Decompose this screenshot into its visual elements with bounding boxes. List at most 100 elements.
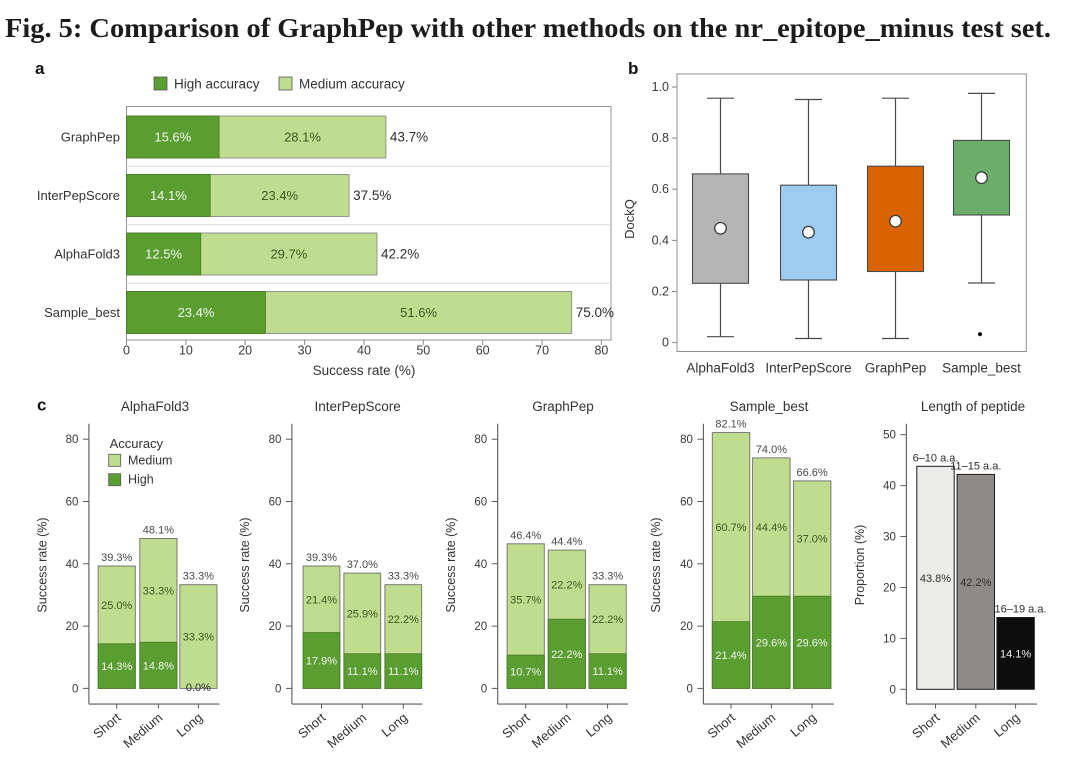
svg-text:21.4%: 21.4% bbox=[715, 650, 746, 662]
svg-text:InterPepScore: InterPepScore bbox=[314, 399, 400, 414]
svg-text:InterPepScore: InterPepScore bbox=[765, 361, 851, 376]
svg-text:22.2%: 22.2% bbox=[551, 580, 582, 592]
svg-text:a: a bbox=[35, 59, 45, 78]
svg-text:Sample_best: Sample_best bbox=[942, 361, 1021, 376]
svg-text:44.4%: 44.4% bbox=[756, 522, 787, 534]
svg-text:GraphPep: GraphPep bbox=[865, 361, 927, 376]
svg-text:46.4%: 46.4% bbox=[510, 530, 541, 542]
svg-text:Success rate (%): Success rate (%) bbox=[313, 363, 416, 378]
svg-text:Sample_best: Sample_best bbox=[730, 399, 809, 414]
svg-text:AlphaFold3: AlphaFold3 bbox=[54, 247, 120, 262]
svg-text:22.2%: 22.2% bbox=[592, 614, 623, 626]
svg-text:40: 40 bbox=[357, 344, 371, 358]
svg-text:48.1%: 48.1% bbox=[143, 525, 174, 537]
svg-text:25.9%: 25.9% bbox=[347, 609, 378, 621]
svg-text:11.1%: 11.1% bbox=[388, 666, 419, 678]
svg-text:0: 0 bbox=[481, 683, 487, 695]
svg-text:29.7%: 29.7% bbox=[270, 247, 307, 262]
svg-text:33.3%: 33.3% bbox=[388, 571, 419, 583]
svg-text:Medium: Medium bbox=[128, 453, 172, 467]
svg-text:High accuracy: High accuracy bbox=[174, 77, 260, 92]
svg-text:22.2%: 22.2% bbox=[551, 649, 582, 661]
svg-text:30: 30 bbox=[298, 344, 312, 358]
svg-text:Success rate (%): Success rate (%) bbox=[444, 517, 458, 612]
svg-text:50: 50 bbox=[883, 430, 896, 442]
svg-text:40: 40 bbox=[680, 559, 693, 571]
svg-text:10: 10 bbox=[883, 633, 896, 645]
svg-text:14.8%: 14.8% bbox=[143, 660, 174, 672]
svg-text:11–15 a.a.: 11–15 a.a. bbox=[950, 460, 1001, 472]
svg-text:22.2%: 22.2% bbox=[388, 614, 419, 626]
svg-text:c: c bbox=[37, 396, 46, 415]
svg-text:66.6%: 66.6% bbox=[796, 467, 827, 479]
svg-text:21.4%: 21.4% bbox=[306, 594, 337, 606]
svg-text:GraphPep: GraphPep bbox=[532, 399, 594, 414]
svg-text:14.1%: 14.1% bbox=[1000, 648, 1031, 660]
svg-text:75.0%: 75.0% bbox=[576, 305, 614, 320]
svg-text:20: 20 bbox=[883, 583, 896, 595]
svg-text:43.8%: 43.8% bbox=[920, 573, 951, 585]
svg-text:33.3%: 33.3% bbox=[183, 571, 214, 583]
svg-text:51.6%: 51.6% bbox=[400, 305, 437, 320]
svg-text:42.2%: 42.2% bbox=[960, 577, 991, 589]
svg-text:60: 60 bbox=[680, 497, 693, 509]
svg-text:Proportion (%): Proportion (%) bbox=[853, 525, 867, 606]
svg-text:20: 20 bbox=[269, 621, 282, 633]
svg-text:80: 80 bbox=[269, 434, 282, 446]
svg-text:Sample_best: Sample_best bbox=[44, 305, 120, 320]
svg-text:60: 60 bbox=[66, 497, 79, 509]
svg-text:60: 60 bbox=[476, 344, 490, 358]
svg-text:16–19 a.a.: 16–19 a.a. bbox=[995, 604, 1047, 616]
svg-text:17.9%: 17.9% bbox=[306, 656, 337, 668]
svg-text:Success rate (%): Success rate (%) bbox=[36, 517, 50, 612]
svg-text:80: 80 bbox=[66, 434, 79, 446]
svg-text:11.1%: 11.1% bbox=[592, 666, 623, 678]
svg-text:0.2: 0.2 bbox=[652, 285, 669, 299]
svg-text:12.5%: 12.5% bbox=[145, 247, 182, 262]
svg-text:60: 60 bbox=[474, 497, 487, 509]
svg-text:14.1%: 14.1% bbox=[150, 188, 187, 203]
svg-text:42.2%: 42.2% bbox=[381, 247, 419, 262]
svg-text:14.3%: 14.3% bbox=[101, 661, 132, 673]
svg-text:0.8: 0.8 bbox=[652, 131, 669, 145]
svg-text:0: 0 bbox=[72, 683, 78, 695]
svg-text:Success rate (%): Success rate (%) bbox=[649, 517, 663, 612]
svg-text:39.3%: 39.3% bbox=[101, 552, 132, 564]
svg-text:0.0%: 0.0% bbox=[186, 682, 211, 694]
svg-text:High: High bbox=[128, 473, 154, 487]
svg-text:0: 0 bbox=[275, 683, 281, 695]
svg-text:40: 40 bbox=[883, 481, 896, 493]
svg-text:DockQ: DockQ bbox=[622, 199, 637, 239]
svg-text:20: 20 bbox=[238, 344, 252, 358]
svg-text:80: 80 bbox=[680, 434, 693, 446]
svg-text:0: 0 bbox=[686, 683, 692, 695]
svg-text:0: 0 bbox=[662, 336, 669, 350]
svg-text:20: 20 bbox=[474, 621, 487, 633]
svg-text:InterPepScore: InterPepScore bbox=[37, 188, 120, 203]
svg-text:0: 0 bbox=[123, 344, 130, 358]
svg-text:40: 40 bbox=[66, 559, 79, 571]
svg-text:Fig. 5: Comparison of GraphPep: Fig. 5: Comparison of GraphPep with othe… bbox=[5, 13, 1051, 43]
svg-text:b: b bbox=[628, 59, 638, 78]
svg-text:23.4%: 23.4% bbox=[261, 188, 298, 203]
svg-text:Accuracy: Accuracy bbox=[110, 436, 164, 451]
svg-text:37.0%: 37.0% bbox=[347, 559, 378, 571]
svg-text:70: 70 bbox=[535, 344, 549, 358]
svg-text:40: 40 bbox=[269, 559, 282, 571]
svg-text:80: 80 bbox=[594, 344, 608, 358]
svg-text:82.1%: 82.1% bbox=[715, 419, 746, 431]
svg-text:29.6%: 29.6% bbox=[756, 637, 787, 649]
svg-text:37.0%: 37.0% bbox=[796, 534, 827, 546]
svg-text:50: 50 bbox=[416, 344, 430, 358]
svg-text:0: 0 bbox=[889, 684, 895, 696]
svg-text:0.4: 0.4 bbox=[652, 233, 669, 247]
svg-text:25.0%: 25.0% bbox=[101, 600, 132, 612]
svg-text:33.3%: 33.3% bbox=[183, 632, 214, 644]
svg-text:6–10 a.a.: 6–10 a.a. bbox=[913, 452, 959, 464]
svg-text:15.6%: 15.6% bbox=[154, 130, 191, 145]
svg-text:20: 20 bbox=[66, 621, 79, 633]
svg-text:Length of peptide: Length of peptide bbox=[921, 399, 1025, 414]
svg-text:74.0%: 74.0% bbox=[756, 444, 787, 456]
svg-text:11.1%: 11.1% bbox=[347, 666, 378, 678]
svg-text:80: 80 bbox=[474, 434, 487, 446]
